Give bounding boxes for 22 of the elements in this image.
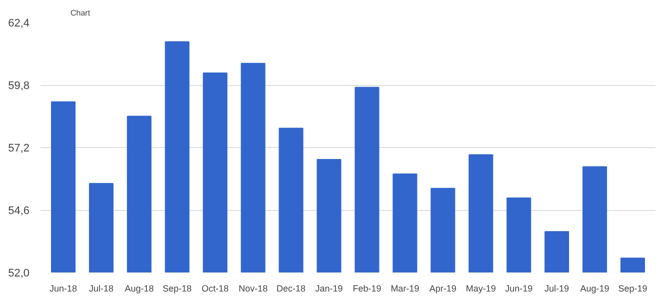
y-tick-label: 62,4	[8, 18, 30, 30]
y-tick-label: 59,8	[8, 80, 30, 92]
x-tick-label: Dec-18	[276, 284, 306, 294]
x-tick-label: Nov-18	[238, 284, 268, 294]
x-tick-label: Jun-18	[50, 284, 78, 294]
x-tick-label: Oct-18	[202, 284, 229, 294]
x-tick-label: Mar-19	[390, 284, 420, 294]
x-tick-label: Feb-19	[352, 284, 382, 294]
x-tick-label: Jul-19	[544, 284, 570, 294]
y-tick-label: 57,2	[8, 142, 30, 154]
x-tick-label: Sep-18	[162, 284, 192, 294]
y-tick-label: 52,0	[8, 268, 30, 280]
y-tick-label: 54,6	[8, 205, 30, 217]
x-tick-label: Aug-18	[124, 284, 154, 294]
chart-title: Chart	[70, 8, 91, 18]
x-tick-label: Jan-19	[315, 284, 343, 294]
x-tick-label: Aug-19	[580, 284, 610, 294]
x-tick-label: Jun-19	[505, 284, 533, 294]
x-tick-label: Apr-19	[429, 284, 456, 294]
x-tick-label: Jul-18	[88, 284, 114, 294]
x-tick-label: May-19	[466, 284, 496, 294]
x-tick-label: Sep-19	[618, 284, 648, 294]
